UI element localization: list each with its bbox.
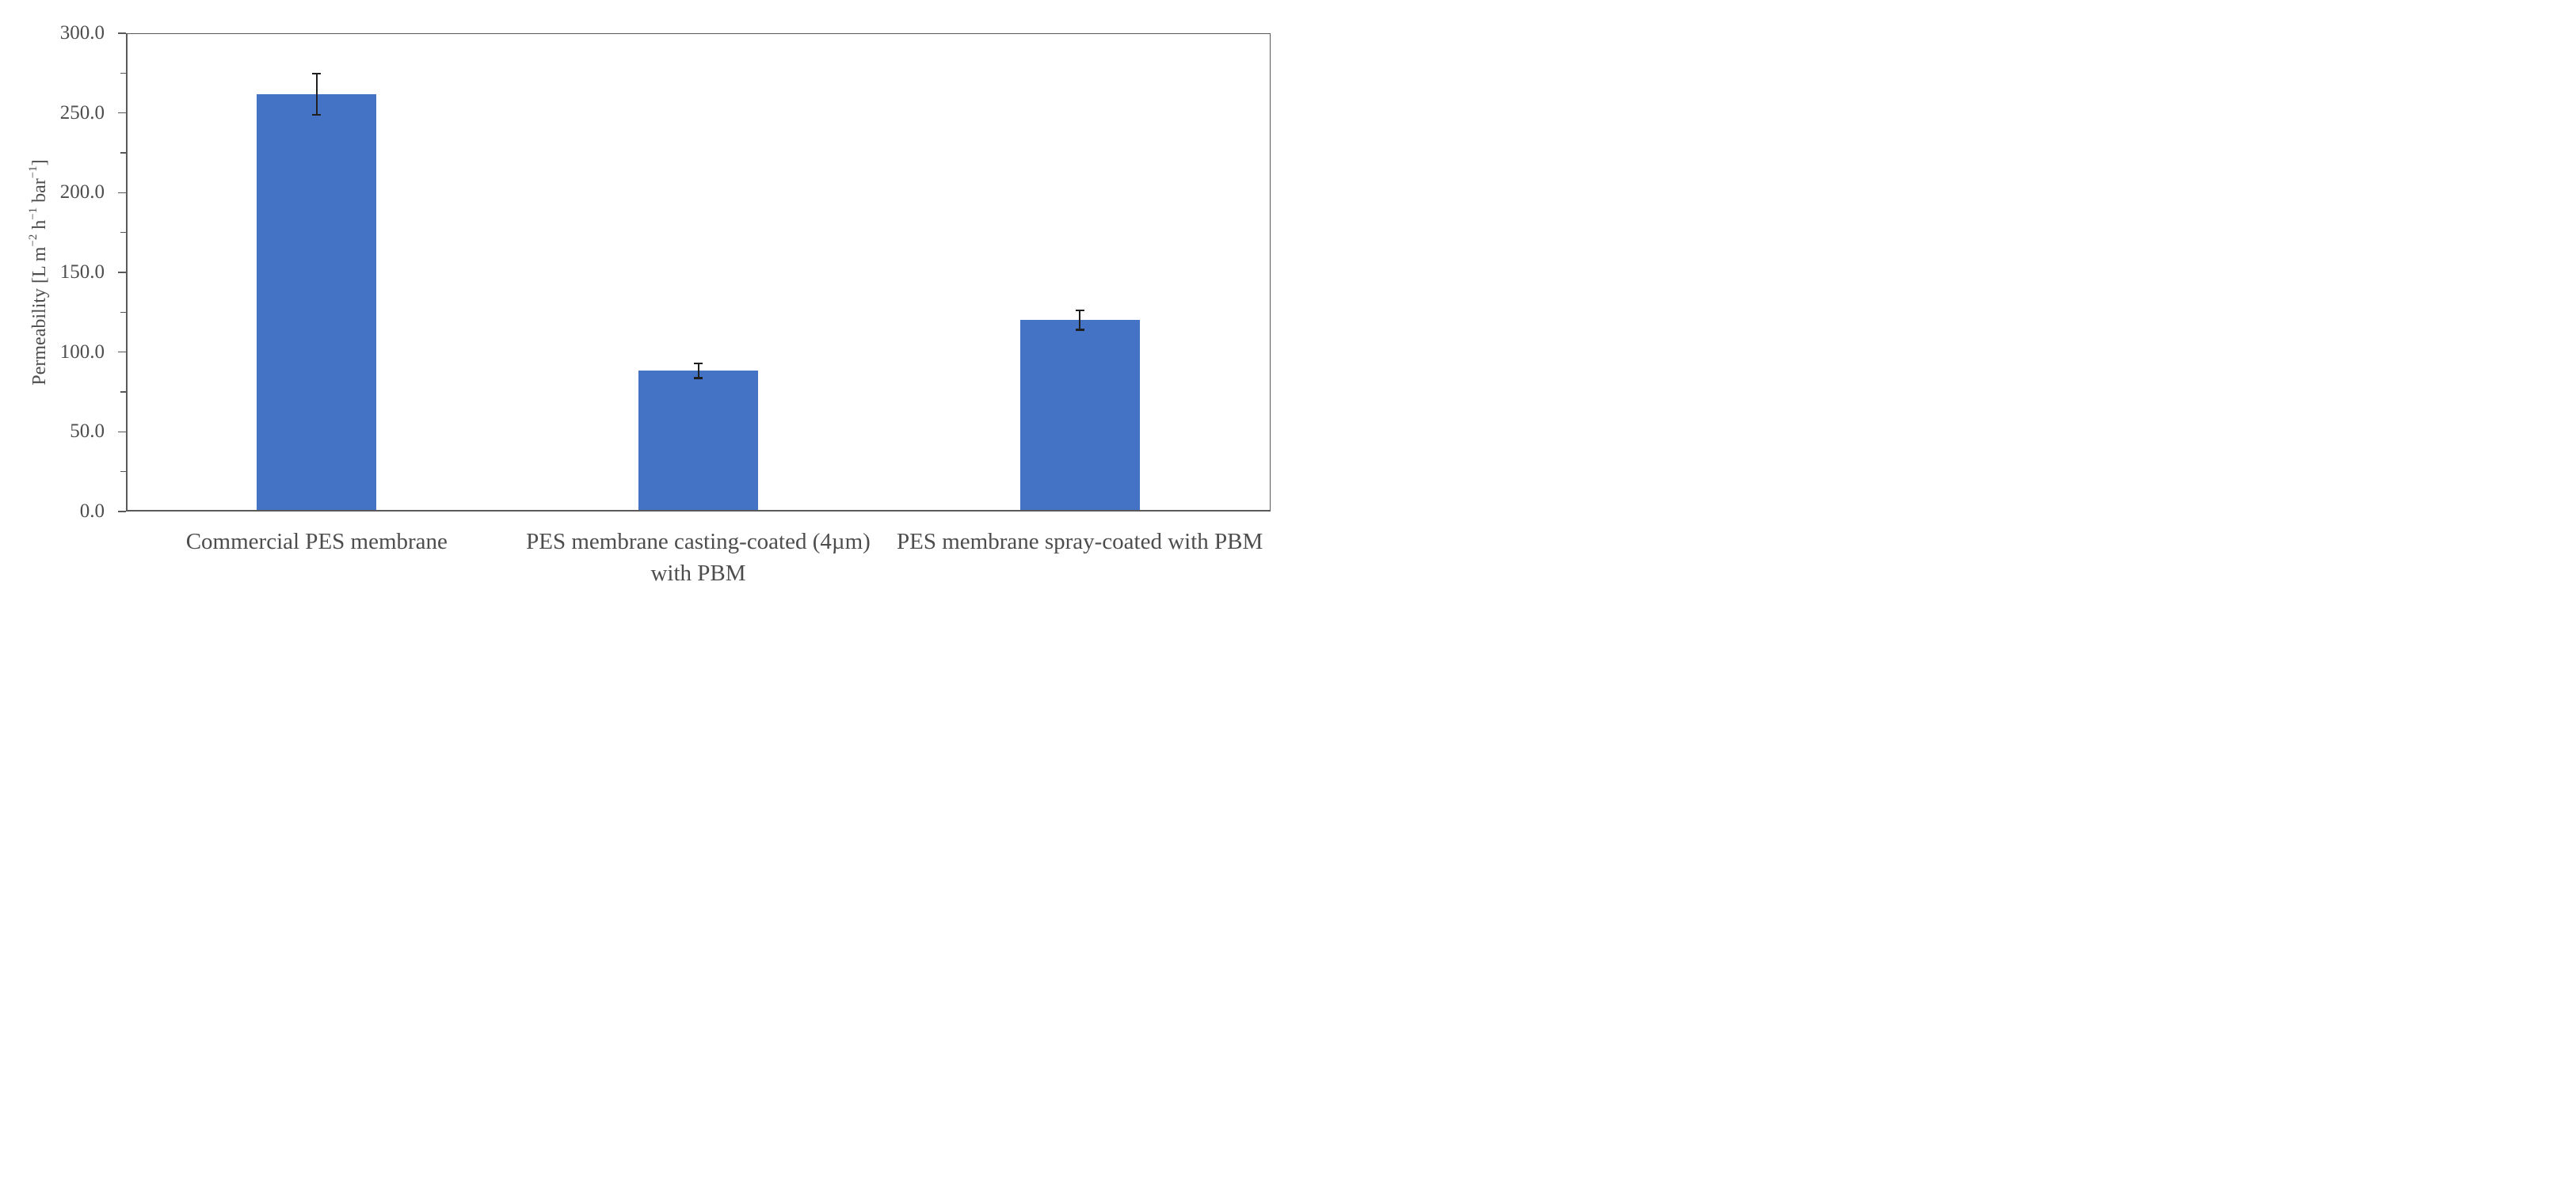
y-axis-title-superscript: −1: [26, 207, 40, 220]
y-axis-tick-label: 200.0: [59, 181, 105, 203]
error-bar-cap-top: [694, 362, 703, 365]
y-axis-minor-tick: [120, 152, 126, 154]
y-axis-major-tick: [118, 112, 126, 114]
bar-chart-figure: Permeability [L m−2 h−1 bar−1] 0.0 50.0 10…: [0, 0, 1288, 590]
plot-area: [126, 33, 1271, 512]
y-axis-major-tick: [118, 192, 126, 194]
y-axis-tick-label: 100.0: [59, 340, 105, 363]
category-label: PES membrane casting-coated (4µm) with P…: [526, 529, 871, 587]
y-axis-major-tick: [118, 272, 126, 273]
category-label: PES membrane spray-coated with PBM: [896, 529, 1263, 554]
y-axis-major-tick: [118, 32, 126, 34]
y-axis-minor-tick: [120, 391, 126, 393]
y-axis-major-tick: [118, 351, 126, 353]
y-axis-tick-label: 150.0: [59, 261, 105, 283]
y-axis-tick-label: 0.0: [79, 500, 105, 522]
bar: [1019, 319, 1140, 510]
y-axis-tick-label: 250.0: [59, 101, 105, 124]
error-bar-line: [315, 73, 318, 115]
y-axis-title-superscript: −2: [26, 234, 40, 247]
y-axis-tick-label: 50.0: [70, 420, 105, 443]
y-axis-major-tick: [118, 511, 126, 512]
y-axis-minor-tick: [120, 72, 126, 74]
error-bar-cap-top: [1075, 309, 1084, 311]
y-axis-major-tick: [118, 431, 126, 433]
y-axis-minor-tick: [120, 470, 126, 473]
error-bar-cap-top: [312, 72, 322, 75]
error-bar-cap-bottom: [312, 113, 322, 116]
y-axis-minor-tick: [120, 311, 126, 314]
category-label: Commercial PES membrane: [185, 529, 448, 554]
y-axis-title-superscript: −1: [26, 165, 40, 179]
bar: [638, 370, 758, 510]
error-bar-line: [1079, 310, 1081, 330]
error-bar-cap-bottom: [694, 377, 703, 379]
y-axis-minor-tick: [120, 231, 126, 234]
error-bar-cap-bottom: [1075, 329, 1084, 331]
error-bar-line: [697, 363, 699, 378]
bar: [257, 93, 377, 510]
y-axis-tick-label: 300.0: [59, 22, 105, 44]
